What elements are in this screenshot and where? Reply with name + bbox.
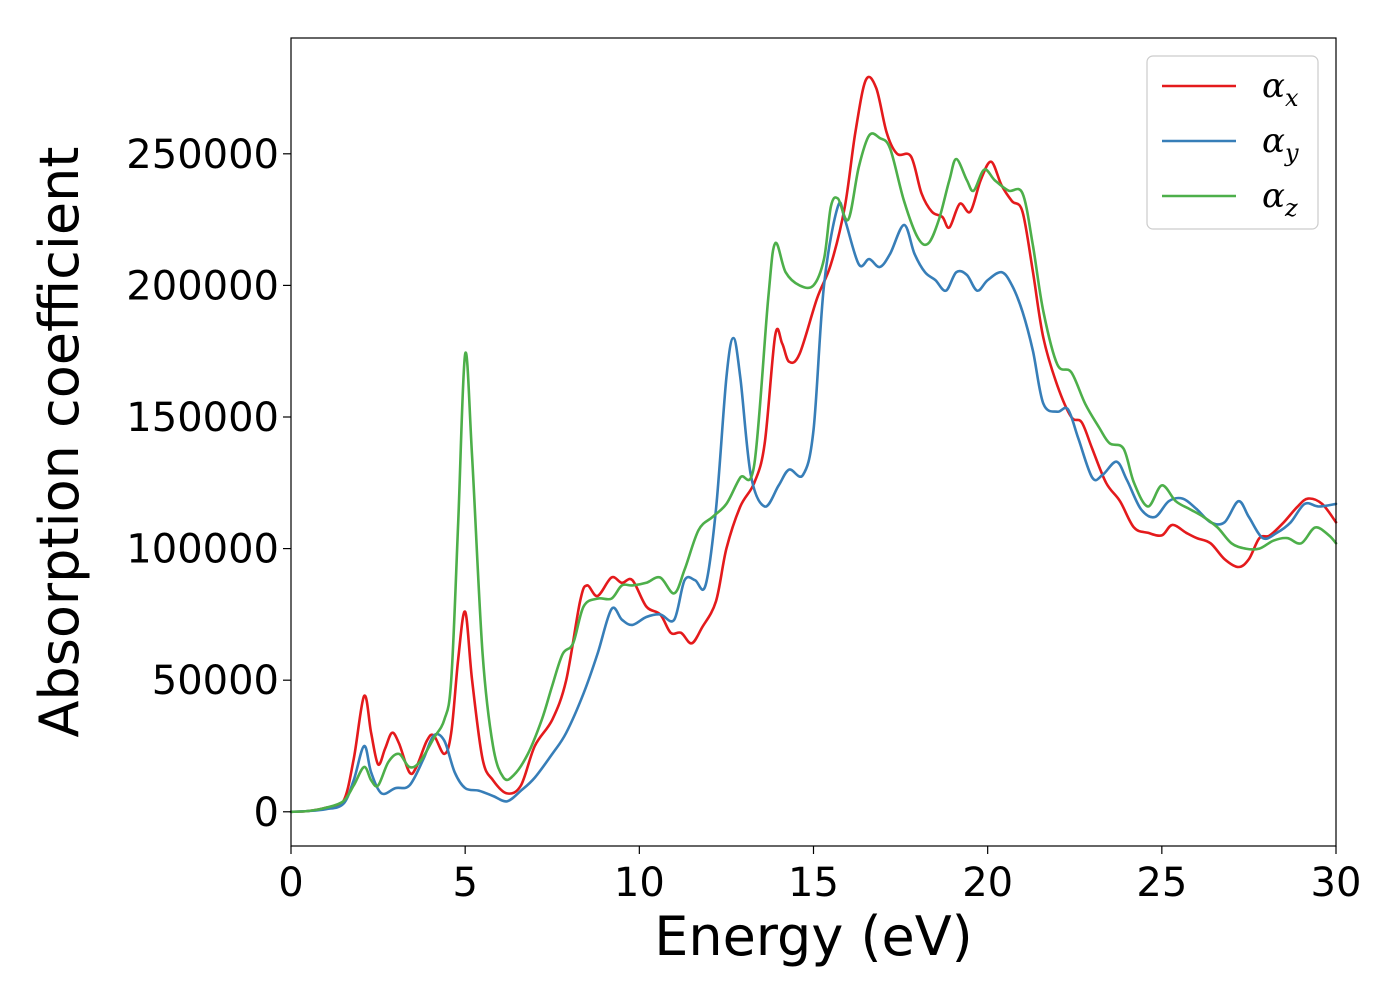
legend: αx αy αz [1146,55,1319,230]
x-tick-label: 25 [1136,860,1187,906]
x-tick-label: 0 [278,860,303,906]
y-axis-label: Absorption coefficient [28,147,91,738]
y-tick-label: 200000 [126,263,279,309]
legend-label-x: αx [1262,66,1299,112]
x-tick-label: 15 [788,860,839,906]
series-line-z [289,132,1338,814]
x-tick-label: 20 [962,860,1013,906]
y-tick-label: 0 [254,790,279,836]
x-tick-label: 10 [614,860,665,906]
legend-label-y: αy [1262,121,1299,167]
legend-box [1146,55,1319,230]
series-line-y [289,201,1338,814]
x-axis-label: Energy (eV) [654,905,973,968]
y-tick-label: 100000 [126,527,279,573]
x-tick-label: 30 [1311,860,1362,906]
y-axis: 0 50000 100000 150000 200000 250000 [126,132,291,836]
x-axis: 0 5 10 15 20 25 30 [278,846,1361,906]
legend-label-z: αz [1262,176,1298,222]
y-tick-label: 50000 [152,658,279,704]
y-tick-label: 250000 [126,132,279,178]
y-tick-label: 150000 [126,395,279,441]
series-layer [289,75,1338,814]
x-tick-label: 5 [452,860,477,906]
